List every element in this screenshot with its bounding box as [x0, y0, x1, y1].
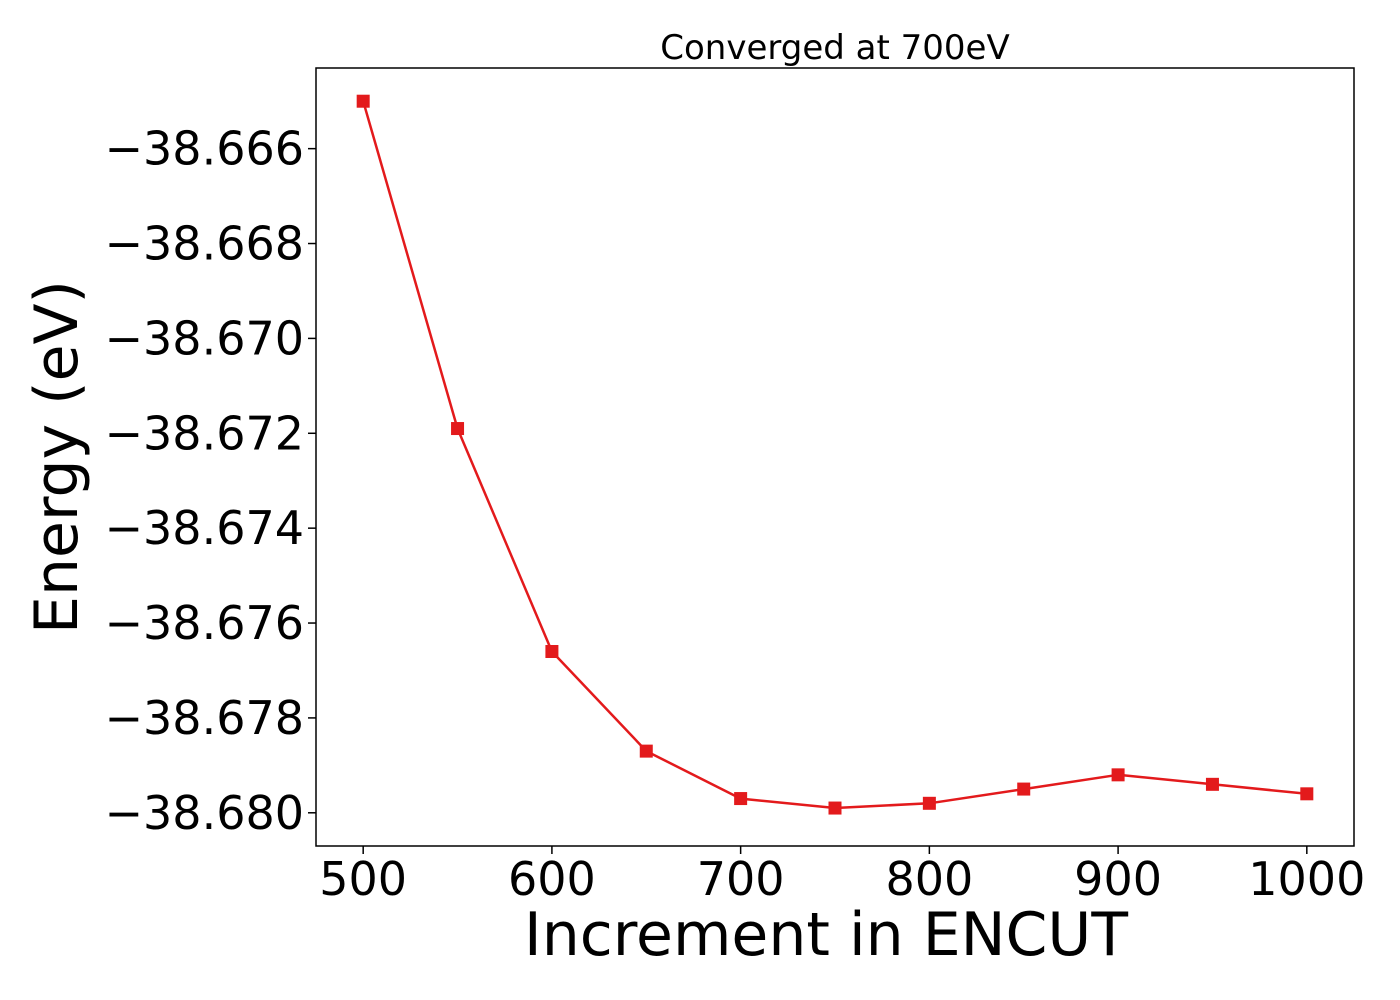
- plot-area-frame: [315, 67, 1355, 847]
- y-tick-label: −38.678: [105, 691, 305, 745]
- series-line: [361, 100, 1307, 810]
- x-axis-title: Increment in ENCUT: [524, 900, 1128, 970]
- data-point-marker: [639, 744, 653, 758]
- data-point-marker: [828, 801, 842, 815]
- y-tick-label: −38.674: [105, 501, 305, 555]
- chart-title: Converged at 700eV: [660, 28, 1009, 68]
- x-tick-label: 800: [885, 852, 973, 906]
- y-axis: −38.666 −38.668 −38.670 −38.672 −38.674 −38.6…: [105, 122, 316, 840]
- data-point-marker: [451, 422, 465, 436]
- y-axis-title: Energy (eV): [22, 280, 92, 634]
- y-tick-label: −38.672: [105, 406, 305, 460]
- data-point-marker: [1017, 782, 1031, 796]
- y-tick-label: −38.676: [105, 596, 305, 650]
- x-tick-label: 700: [697, 852, 785, 906]
- y-tick-label: −38.668: [105, 217, 305, 271]
- x-axis: 500 600 700 800 900 1000: [319, 846, 1365, 906]
- data-point-marker: [1300, 787, 1314, 801]
- y-tick-label: −38.666: [105, 122, 305, 176]
- data-point-marker: [545, 645, 559, 658]
- x-tick-label: 500: [319, 852, 407, 906]
- data-point-marker: [356, 94, 370, 108]
- x-tick-label: 900: [1074, 852, 1162, 906]
- x-tick-label: 1000: [1248, 852, 1365, 906]
- y-tick-label: −38.680: [105, 786, 305, 840]
- data-point-marker: [734, 792, 748, 806]
- series-layer: [356, 94, 1314, 815]
- data-point-marker: [1205, 777, 1219, 791]
- x-tick-label: 600: [508, 852, 596, 906]
- y-tick-label: −38.670: [105, 311, 305, 365]
- data-point-marker: [922, 796, 936, 810]
- data-point-marker: [1111, 768, 1125, 782]
